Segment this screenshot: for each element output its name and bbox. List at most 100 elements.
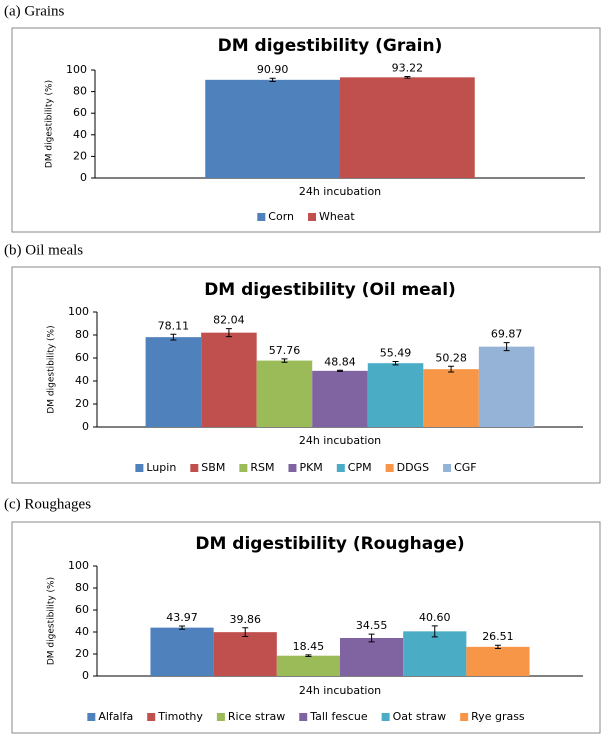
bar [213,632,277,676]
legend-label: Tall fescue [309,710,368,723]
legend-swatch [216,713,225,721]
chart-frame [11,521,601,734]
legend-swatch [147,713,156,721]
y-tick-label: 100 [68,305,89,318]
error-bar [170,333,177,341]
value-label: 93.22 [392,61,424,74]
bar [205,79,340,178]
legend-swatch [381,713,390,721]
chart-frame [11,266,601,484]
value-label: 26.51 [482,630,514,643]
value-label: 50.28 [435,351,467,364]
error-bar [305,654,312,657]
value-label: 34.55 [356,619,388,632]
error-bar [337,369,343,372]
error-bar [431,625,438,638]
bar [423,369,479,427]
legend-label: Alfalfa [98,710,133,723]
legend-swatch [299,713,308,721]
bar [201,332,257,427]
chart-title: DM digestibility (Oil meal) [204,280,456,300]
chart-frame [11,27,601,233]
bar [403,631,467,676]
error-bar [494,644,501,649]
legend-label: Oat straw [393,710,447,723]
chart-title: DM digestibility (Grain) [218,36,443,56]
legend-label: Corn [268,210,294,223]
y-axis-label: DM digestibility (%) [47,577,57,665]
y-tick-label: 40 [75,374,89,387]
value-label: 90.90 [257,63,289,76]
legend-label: RSM [250,461,274,474]
y-tick-label: 20 [75,647,89,660]
legend-label: Timothy [157,710,203,723]
bar [340,637,404,676]
y-tick-label: 0 [82,669,89,682]
legend-swatch [288,464,297,472]
bar [312,370,368,427]
error-bar [392,360,399,366]
y-tick-label: 60 [75,351,89,364]
legend-label: CGF [454,461,477,474]
legend-swatch [87,713,96,721]
x-tick-label: 24h incubation [299,684,381,697]
y-axis-label: DM digestibility (%) [45,80,55,168]
y-tick-label: 100 [68,559,89,572]
panel-label: (c) Roughages [4,496,91,512]
bar [145,337,202,427]
y-tick-label: 80 [75,581,89,594]
value-label: 78.11 [158,319,190,332]
panel-label: (a) Grains [4,3,65,19]
chart-title: DM digestibility (Roughage) [195,534,464,554]
error-bar [225,328,232,338]
legend-swatch [443,464,452,472]
legend-swatch [385,464,394,472]
legend-label: DDGS [397,461,429,474]
y-tick-label: 40 [73,128,87,141]
legend-swatch [308,213,317,221]
error-bar [242,627,249,638]
y-tick-label: 20 [75,397,89,410]
error-bar [281,358,288,363]
bar [276,655,340,676]
y-tick-label: 20 [73,149,87,162]
legend-label: Lupin [146,461,176,474]
legend-label: SBM [201,461,225,474]
legend-swatch [460,713,469,721]
x-tick-label: 24h incubation [299,434,381,447]
y-tick-label: 0 [82,420,89,433]
value-label: 55.49 [380,346,412,359]
y-tick-label: 40 [75,625,89,638]
error-bar [503,342,510,352]
legend-label: CPM [348,461,372,474]
value-label: 39.86 [229,613,261,626]
value-label: 57.76 [269,344,301,357]
value-label: 40.60 [419,611,451,624]
legend-label: Wheat [319,210,355,223]
y-tick-label: 60 [73,106,87,119]
y-tick-label: 0 [80,171,87,184]
legend-swatch [257,213,266,221]
y-tick-label: 60 [75,603,89,616]
bar [256,360,313,427]
legend-swatch [135,464,144,472]
value-label: 18.45 [293,640,325,653]
bar [367,363,424,427]
y-tick-label: 100 [66,63,87,76]
bar [478,346,535,427]
legend-swatch [239,464,248,472]
legend-swatch [336,464,345,472]
y-tick-label: 80 [73,85,87,98]
error-bar [404,75,411,79]
bar [340,77,475,178]
value-label: 43.97 [166,611,198,624]
legend-label: Rye grass [471,710,525,723]
x-tick-label: 24h incubation [299,185,381,198]
error-bar [179,625,186,630]
value-label: 48.84 [324,355,356,368]
y-axis-label: DM digestibility (%) [47,325,57,413]
value-label: 82.04 [213,314,245,327]
bar [150,627,214,676]
error-bar [368,633,375,643]
